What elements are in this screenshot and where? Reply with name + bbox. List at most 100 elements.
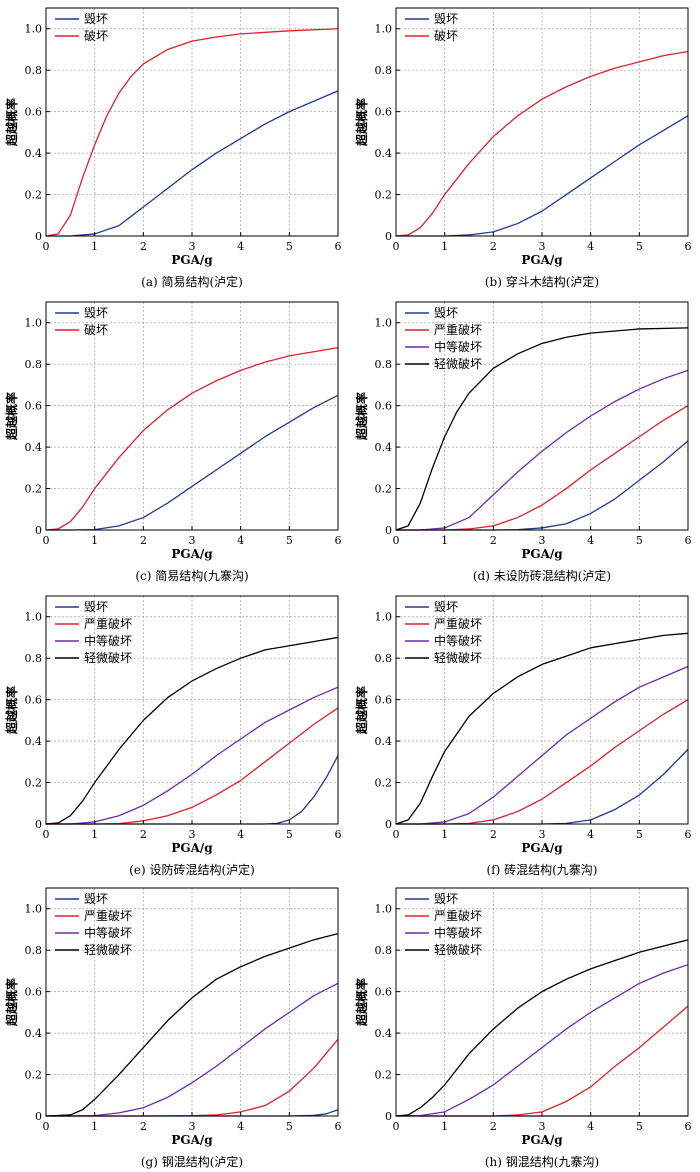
y-tick-label: 0.2 (25, 777, 43, 790)
y-tick-label: 0 (35, 1110, 42, 1123)
y-tick-label: 0.4 (375, 441, 393, 454)
x-tick-label: 3 (189, 828, 196, 841)
series-line-4 (395, 632, 689, 825)
y-axis-label: 超越概率 (4, 978, 19, 1027)
x-tick-label: 0 (43, 534, 50, 547)
x-tick-label: 4 (237, 1120, 244, 1133)
legend-label: 毁坏 (434, 11, 458, 26)
x-tick-label: 4 (237, 534, 244, 547)
y-axis-label: 超越概率 (4, 392, 19, 441)
chart-3: 0 1 2 3 4 5 6 0 0.2 0.4 0.6 0.8 1.0 PGA/g 超越概率 (c) 简易结构… (4, 301, 342, 583)
y-tick-label: 0.8 (375, 64, 393, 77)
y-tick-label: 0 (385, 1110, 392, 1123)
x-tick-label: 1 (91, 1120, 98, 1133)
legend-label: 中等破坏 (434, 925, 482, 940)
legend-label: 中等破坏 (434, 633, 482, 648)
x-tick-label: 3 (539, 534, 546, 547)
legend-label: 毁坏 (84, 891, 108, 906)
y-tick-label: 0.6 (25, 986, 43, 999)
x-tick-label: 0 (43, 240, 50, 253)
chart-5: 0 1 2 3 4 5 6 0 0.2 0.4 0.6 0.8 1.0 PGA/g 超越概率 (e) 设防砖混… (4, 595, 342, 877)
x-tick-label: 1 (91, 240, 98, 253)
y-tick-label: 1.0 (25, 903, 43, 916)
y-tick-label: 1.0 (25, 317, 43, 330)
legend-label: 毁坏 (84, 599, 108, 614)
x-tick-label: 3 (189, 1120, 196, 1133)
series-line-4 (395, 327, 689, 531)
x-tick-label: 6 (685, 1120, 692, 1133)
series-line-4 (395, 939, 689, 1117)
series-line-2 (396, 1005, 689, 1117)
y-tick-label: 0.8 (375, 652, 393, 665)
y-axis-label: 超越概率 (354, 978, 369, 1027)
y-tick-label: 0 (35, 230, 42, 243)
y-tick-label: 0.4 (375, 735, 393, 748)
series-line-2 (396, 405, 689, 531)
legend-label: 轻微破坏 (434, 356, 482, 371)
legend-label: 中等破坏 (84, 633, 132, 648)
y-tick-label: 0.2 (375, 189, 393, 202)
legend-label: 轻微破坏 (434, 942, 482, 957)
x-tick-label: 4 (237, 240, 244, 253)
y-tick-label: 0.2 (25, 189, 43, 202)
series-line-2 (395, 50, 689, 237)
x-axis-label: PGA/g (171, 253, 213, 267)
chart-1: 0 1 2 3 4 5 6 0 0.2 0.4 0.6 0.8 1.0 PGA/g 超越概率 (a) 简易结构… (4, 7, 342, 289)
y-tick-label: 0.8 (25, 64, 43, 77)
x-axis-label: PGA/g (521, 253, 563, 267)
x-tick-label: 1 (441, 1120, 448, 1133)
series-line-3 (395, 964, 689, 1117)
y-tick-label: 1.0 (375, 317, 393, 330)
legend-label: 毁坏 (84, 305, 108, 320)
x-tick-label: 3 (539, 828, 546, 841)
x-tick-label: 6 (685, 534, 692, 547)
y-tick-label: 0 (35, 524, 42, 537)
x-tick-label: 0 (393, 534, 400, 547)
series-line-2 (396, 699, 689, 825)
legend-label: 毁坏 (434, 305, 458, 320)
y-tick-label: 0.4 (25, 735, 43, 748)
legend-label: 严重破坏 (434, 616, 482, 631)
chart-caption: (h) 钢混结构(九寨沟) (485, 1154, 599, 1169)
chart-7: 0 1 2 3 4 5 6 0 0.2 0.4 0.6 0.8 1.0 PGA/g 超越概率 (g) 钢混结构… (4, 887, 342, 1169)
legend-label: 严重破坏 (434, 908, 482, 923)
chart-2: 0 1 2 3 4 5 6 0 0.2 0.4 0.6 0.8 1.0 PGA/g 超越概率 (b) 穿斗木结… (354, 7, 692, 289)
chart-caption: (e) 设防砖混结构(泸定) (129, 862, 255, 877)
x-tick-label: 6 (685, 828, 692, 841)
x-tick-label: 1 (441, 240, 448, 253)
x-tick-label: 4 (237, 828, 244, 841)
legend-label: 中等破坏 (434, 339, 482, 354)
y-tick-label: 0.6 (375, 694, 393, 707)
y-tick-label: 0 (385, 230, 392, 243)
chart-caption: (a) 简易结构(泸定) (141, 274, 243, 289)
series-line-4 (45, 636, 339, 825)
x-tick-label: 4 (587, 828, 594, 841)
x-tick-label: 2 (490, 534, 497, 547)
y-tick-label: 0.2 (25, 483, 43, 496)
legend-label: 严重破坏 (84, 616, 132, 631)
x-tick-label: 6 (335, 828, 342, 841)
y-tick-label: 0.8 (25, 652, 43, 665)
y-axis-label: 超越概率 (4, 98, 19, 147)
x-tick-label: 6 (335, 240, 342, 253)
y-tick-label: 0.2 (375, 777, 393, 790)
legend-label: 轻微破坏 (84, 650, 132, 665)
x-tick-label: 0 (393, 1120, 400, 1133)
y-tick-label: 0.2 (25, 1069, 43, 1082)
y-tick-label: 0 (385, 524, 392, 537)
y-tick-label: 0.8 (375, 358, 393, 371)
y-tick-label: 1.0 (375, 23, 393, 36)
y-tick-label: 0.8 (25, 358, 43, 371)
chart-8: 0 1 2 3 4 5 6 0 0.2 0.4 0.6 0.8 1.0 PGA/g 超越概率 (h) 钢混结构… (354, 887, 692, 1169)
x-tick-label: 1 (441, 534, 448, 547)
legend-label: 毁坏 (434, 891, 458, 906)
series-line-2 (45, 346, 339, 531)
x-tick-label: 6 (335, 1120, 342, 1133)
chart-caption: (f) 砖混结构(九寨沟) (487, 862, 598, 877)
x-tick-label: 6 (685, 240, 692, 253)
y-tick-label: 0 (385, 818, 392, 831)
x-tick-label: 2 (490, 1120, 497, 1133)
x-tick-label: 3 (189, 534, 196, 547)
x-tick-label: 4 (587, 1120, 594, 1133)
